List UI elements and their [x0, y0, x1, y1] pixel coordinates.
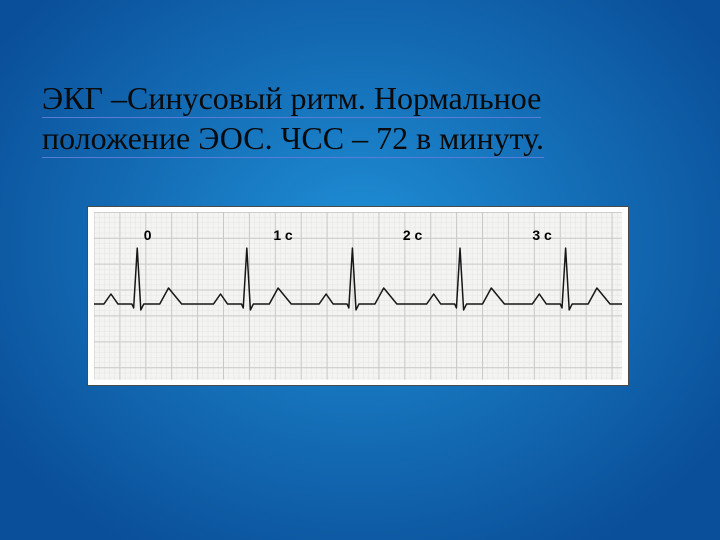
slide: ЭКГ –Синусовый ритм. Нормальное положени… — [0, 0, 720, 540]
title-line-1: ЭКГ –Синусовый ритм. Нормальное — [42, 80, 541, 118]
slide-title: ЭКГ –Синусовый ритм. Нормальное положени… — [42, 78, 642, 158]
title-line-2: положение ЭОС. ЧСС – 72 в минуту. — [42, 120, 544, 158]
time-label: 0 — [144, 227, 152, 243]
time-label: 1 c — [273, 227, 293, 243]
time-label: 2 c — [403, 227, 423, 243]
time-label: 3 c — [532, 227, 552, 243]
ecg-strip: 0 1 c 2 c 3 c — [94, 212, 622, 380]
ecg-panel: 0 1 c 2 c 3 c — [87, 206, 629, 386]
